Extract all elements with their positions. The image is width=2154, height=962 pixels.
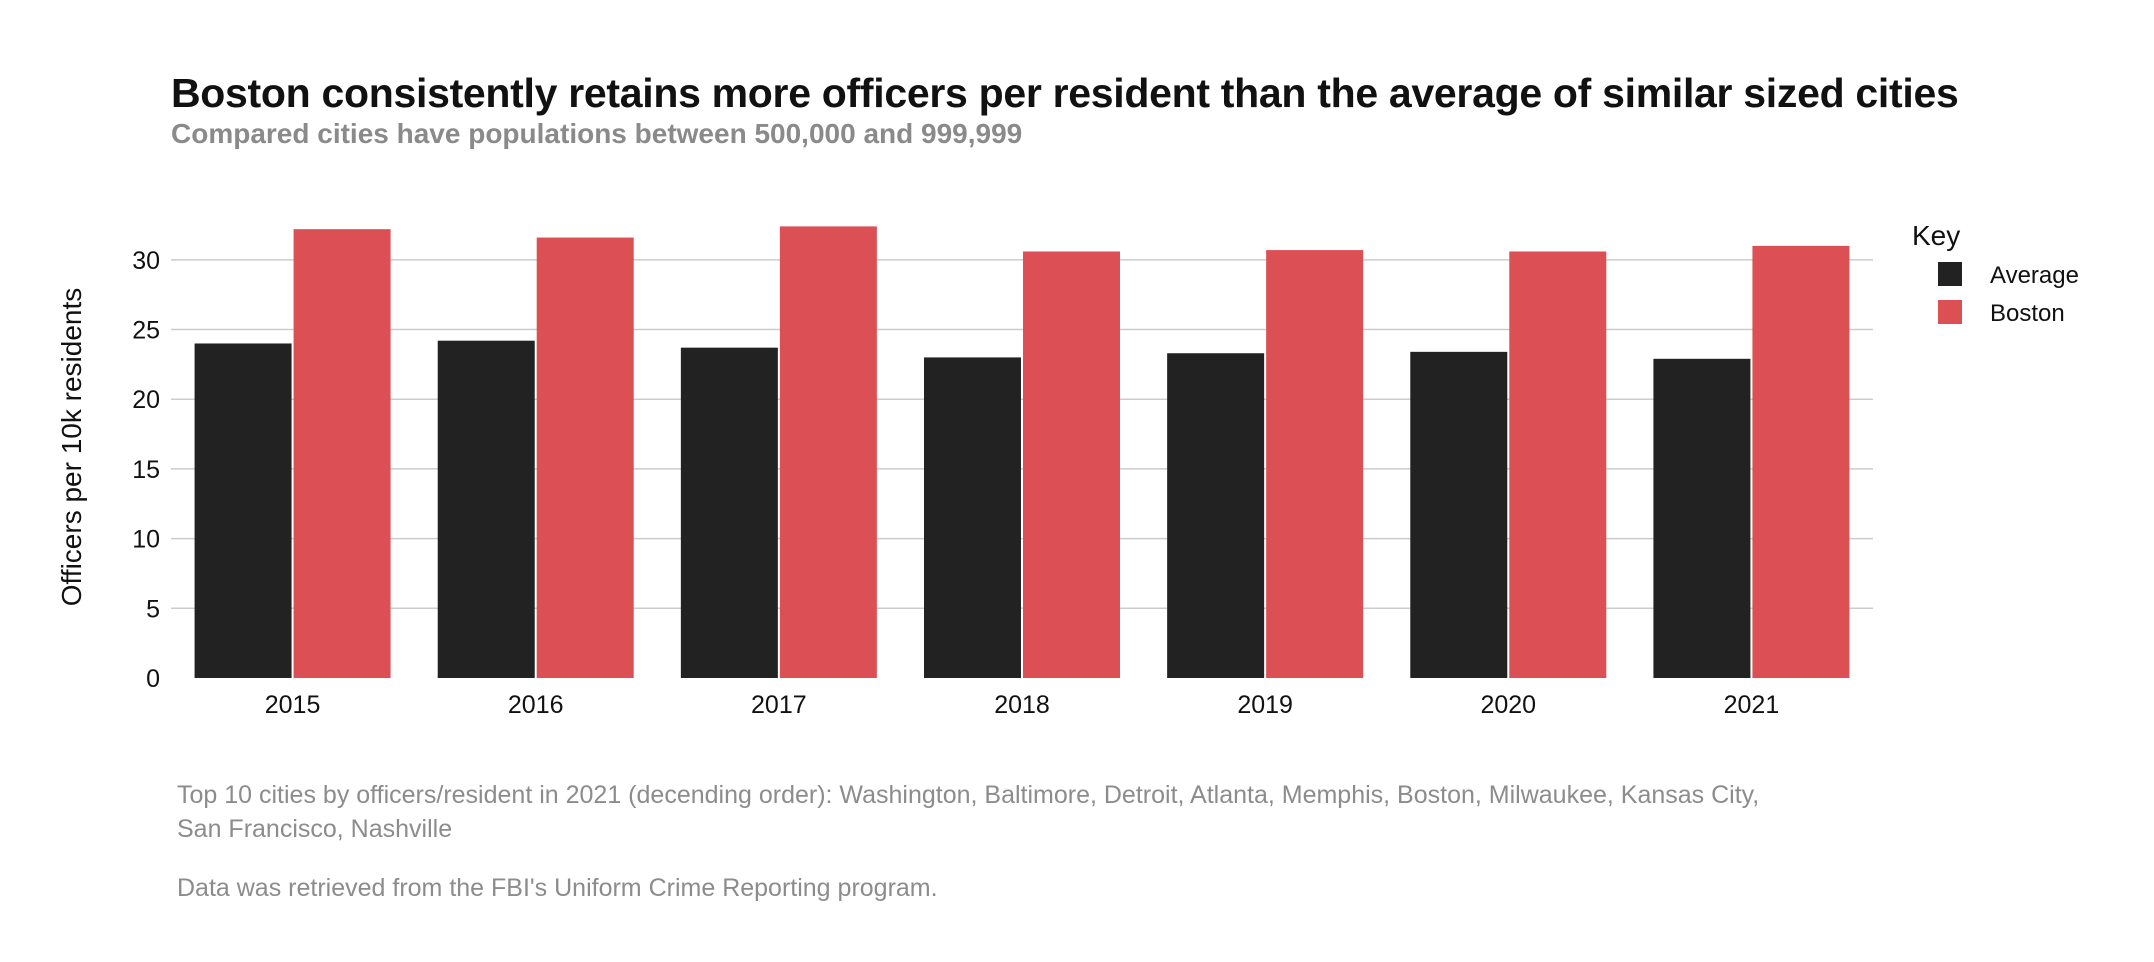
y-axis-label: Officers per 10k residents bbox=[56, 288, 87, 607]
bar-boston-2021 bbox=[1752, 245, 1850, 678]
bar-chart: 0 5 10 15 20 25 30 2015 2016 2017 2018 2019 2020 202… bbox=[56, 220, 2079, 719]
x-axis-ticks: 2015 2016 2017 2018 2019 2020 2021 bbox=[265, 691, 1779, 719]
y-tick-label: 25 bbox=[132, 317, 160, 345]
bar-average-2019 bbox=[1167, 353, 1265, 678]
bar-boston-2020 bbox=[1509, 251, 1607, 678]
bars bbox=[194, 226, 1850, 679]
bar-boston-2018 bbox=[1023, 251, 1120, 678]
y-tick-label: 30 bbox=[132, 247, 160, 275]
bar-average-2018 bbox=[924, 357, 1021, 678]
x-tick-label: 2015 bbox=[265, 691, 321, 719]
legend: Key Average Boston bbox=[1912, 220, 2079, 327]
bar-boston-2015 bbox=[293, 229, 391, 679]
x-tick-label: 2020 bbox=[1480, 691, 1536, 719]
chart-title: Boston consistently retains more officer… bbox=[171, 70, 1959, 116]
y-tick-label: 20 bbox=[132, 386, 160, 414]
footnote-source: Data was retrieved from the FBI's Unifor… bbox=[177, 874, 938, 902]
bar-boston-2019 bbox=[1266, 250, 1364, 678]
bar-boston-2016 bbox=[536, 237, 634, 678]
bar-boston-2017 bbox=[779, 226, 877, 678]
legend-label-boston: Boston bbox=[1990, 300, 2065, 327]
chart-subtitle: Compared cities have populations between… bbox=[171, 118, 1023, 149]
y-tick-label: 15 bbox=[132, 456, 160, 484]
x-tick-label: 2016 bbox=[508, 691, 564, 719]
legend-title: Key bbox=[1912, 220, 1960, 251]
y-tick-label: 5 bbox=[146, 595, 160, 623]
footnote-top-cities: Top 10 cities by officers/resident in 20… bbox=[177, 781, 1760, 843]
bar-average-2017 bbox=[680, 347, 778, 678]
x-tick-label: 2017 bbox=[751, 691, 807, 719]
x-tick-label: 2019 bbox=[1237, 691, 1293, 719]
y-axis-ticks: 0 5 10 15 20 25 30 bbox=[132, 247, 160, 693]
bar-average-2020 bbox=[1410, 351, 1508, 678]
x-tick-label: 2018 bbox=[994, 691, 1050, 719]
x-tick-label: 2021 bbox=[1724, 691, 1780, 719]
legend-swatch-boston bbox=[1938, 300, 1962, 324]
legend-label-average: Average bbox=[1990, 262, 2079, 289]
y-tick-label: 0 bbox=[146, 665, 160, 693]
bar-average-2016 bbox=[437, 340, 535, 678]
bar-average-2015 bbox=[194, 343, 292, 678]
bar-average-2021 bbox=[1653, 358, 1751, 678]
y-tick-label: 10 bbox=[132, 526, 160, 554]
legend-swatch-average bbox=[1938, 262, 1962, 286]
gridlines bbox=[171, 259, 1873, 610]
